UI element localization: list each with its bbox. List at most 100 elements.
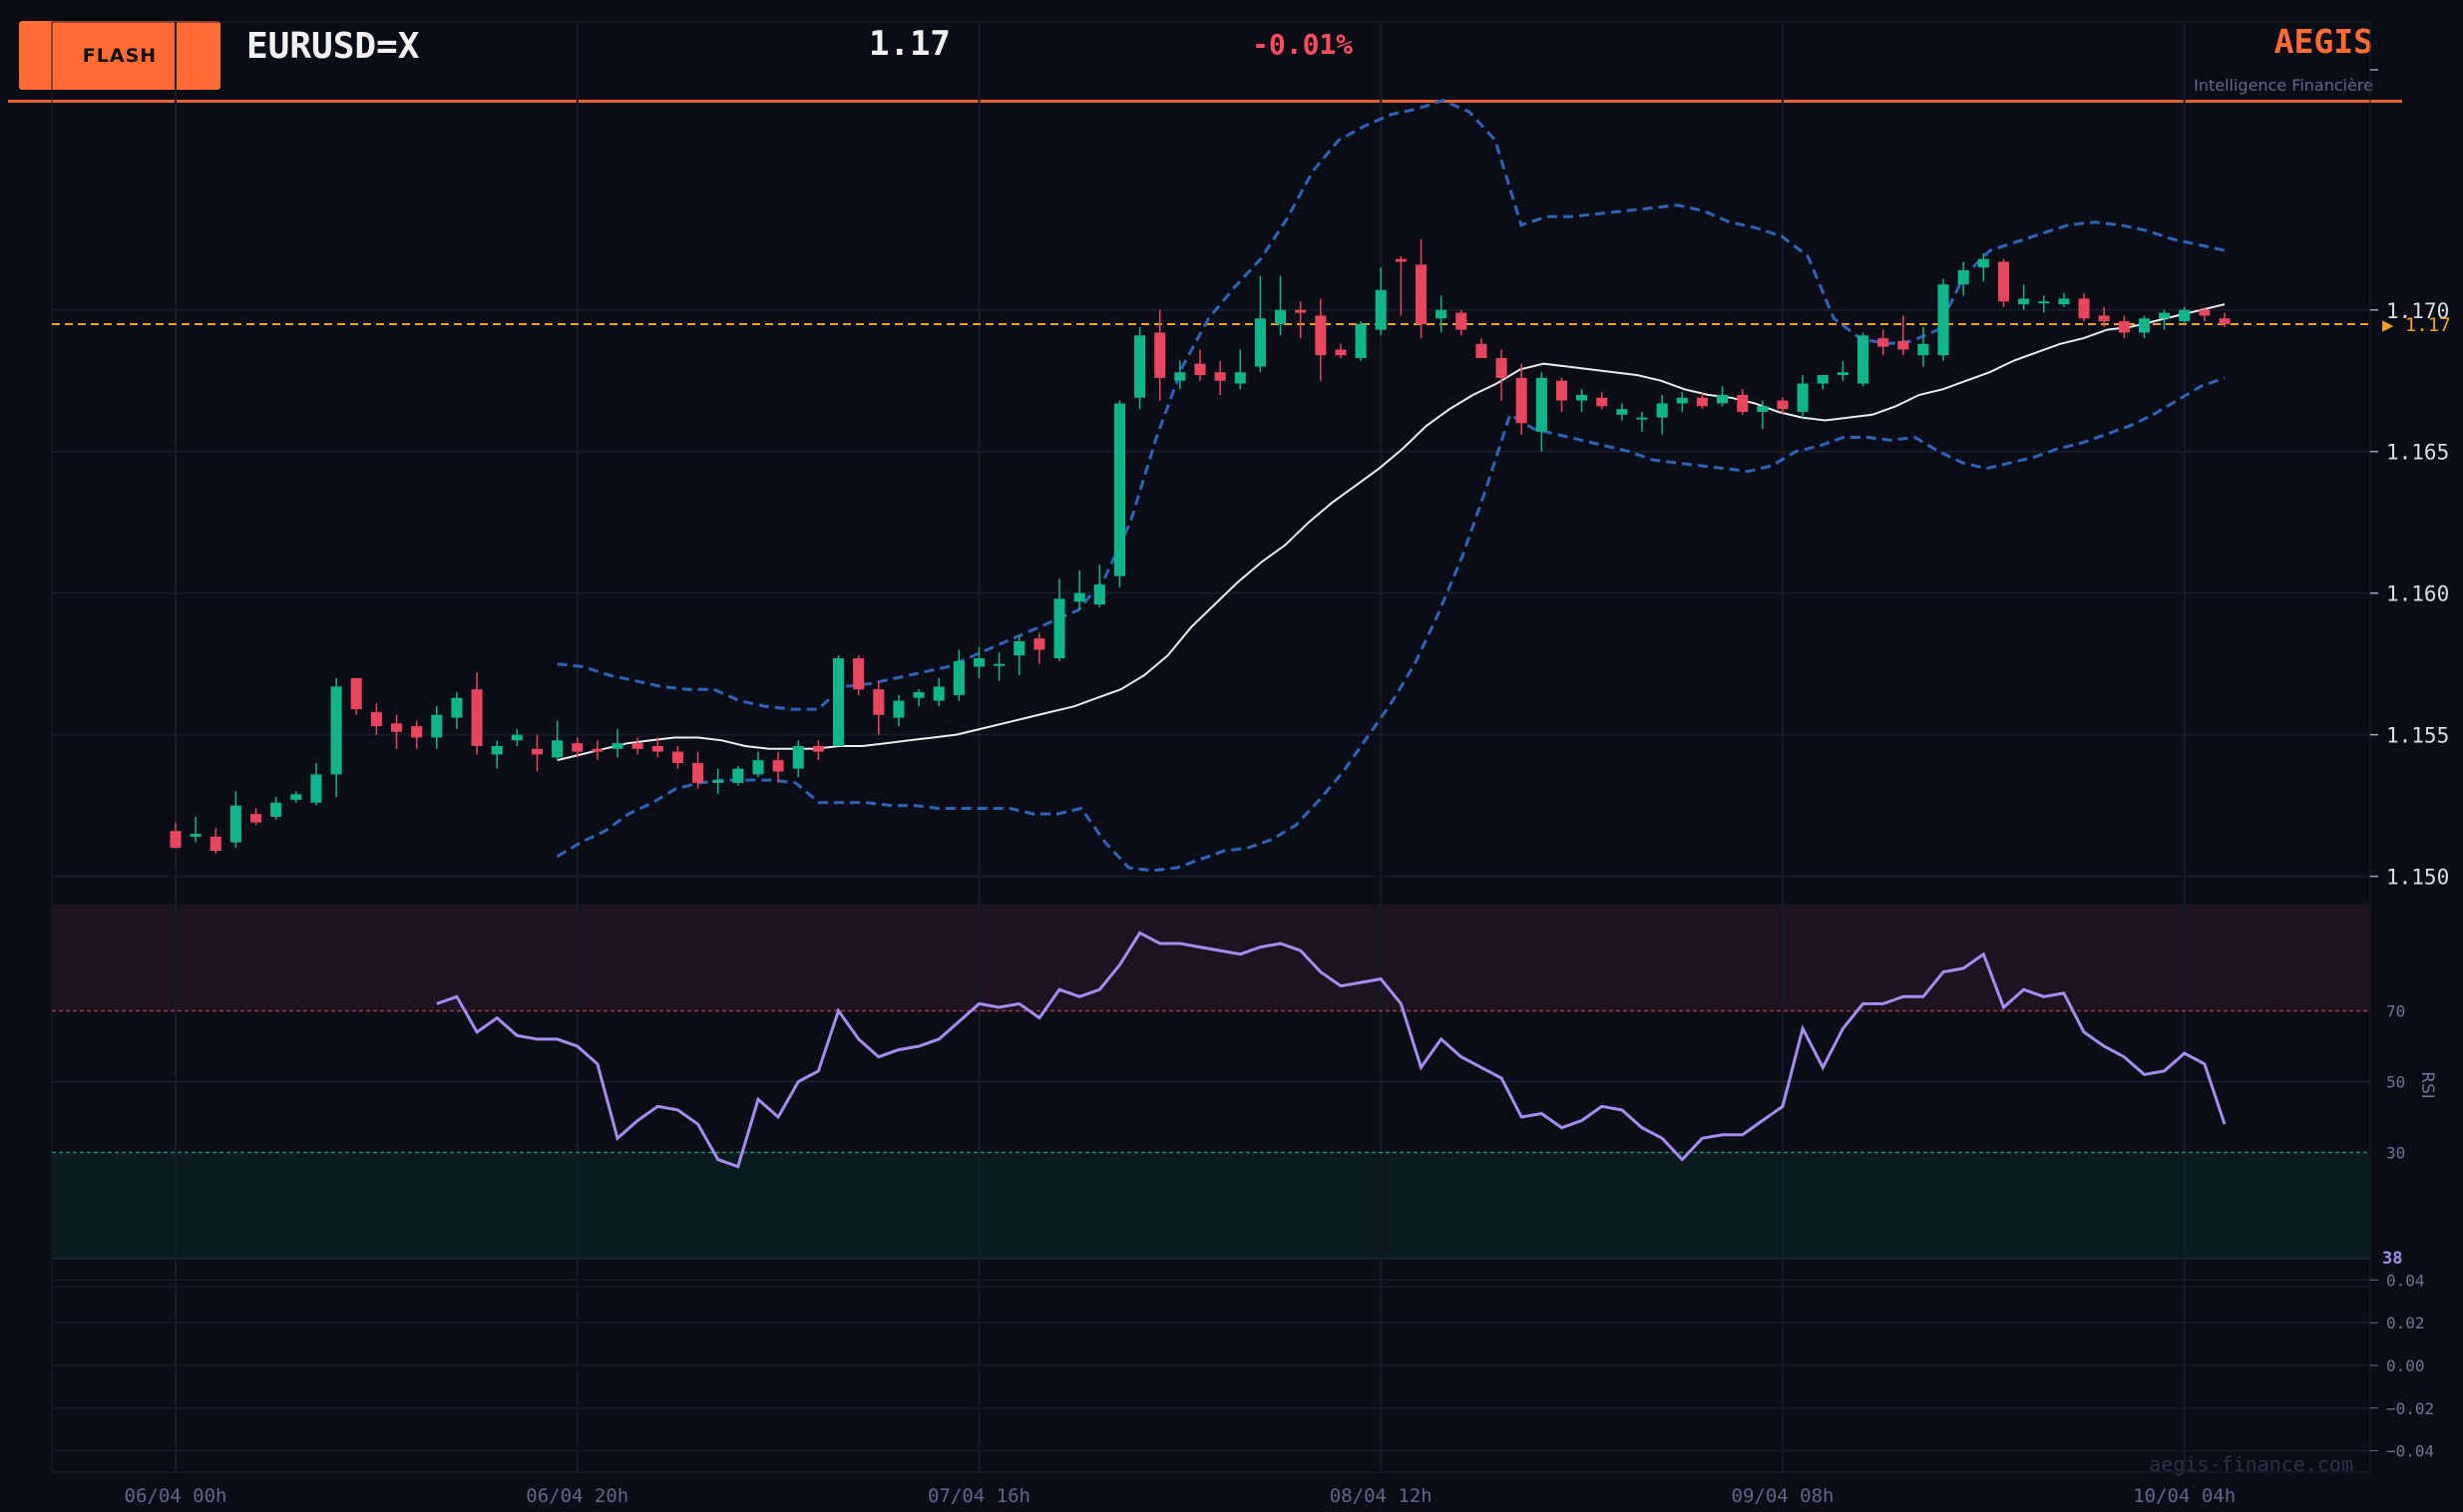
candle-body [1856,335,1869,384]
current-price: 1.17 [869,24,951,64]
candle-body [812,746,824,752]
candle-body [229,805,241,843]
brand-tagline: Intelligence Financière [2194,76,2373,95]
candle-body [1014,640,1026,656]
candle-body [2018,298,2030,305]
candle-body [893,700,905,718]
candle-body [612,743,623,749]
candle-body [370,711,382,727]
candle-body [310,774,322,803]
candle-body [1817,375,1829,384]
candle-body [1154,332,1166,378]
rsi-line [436,931,2227,1169]
candle-body [1957,270,1969,285]
rsi-tick-label: 70 [2386,1002,2405,1021]
candle-body [1676,397,1688,404]
candle-body [270,802,282,817]
y-tick-label: 1.160 [2386,582,2449,606]
candle-body [772,760,784,772]
header-divider [8,100,2402,103]
candle-body [411,726,423,738]
candle-body [1717,394,1729,404]
candle-body [973,657,986,667]
x-tick-label: 06/04 20h [526,1485,628,1507]
candle-body [1897,340,1909,350]
candle-body [1355,323,1367,359]
lower-tick-label: −0.04 [2386,1442,2434,1461]
candle-body [1877,338,1889,347]
candle-body [330,686,342,775]
candle-body [471,689,483,746]
candle-body [1576,394,1588,401]
candle-body [1837,372,1848,376]
candle-body [1194,363,1206,376]
candle-body [2159,312,2171,319]
candle-body [1777,400,1789,410]
candle-body [1636,417,1648,420]
candle-body [1335,349,1347,356]
candle-body [692,763,704,783]
candle-body [1656,403,1668,418]
candle-body [2118,321,2130,333]
candle-body [1093,584,1105,605]
candle-body [552,740,564,758]
candle-body [712,780,724,783]
lower-tick-label: −0.02 [2386,1399,2434,1418]
rsi-tick-label: 50 [2386,1073,2405,1092]
candle-body [651,746,663,752]
candle-body [350,677,362,710]
candle-body [1254,318,1266,367]
candle-body [732,768,744,783]
candle-body [1415,264,1428,324]
moving-average-line [557,303,2226,762]
candle-body [671,751,683,764]
rsi-axis-label: RSI [2417,1071,2437,1099]
candle-body [2038,301,2050,304]
y-tick-label: 1.150 [2386,866,2449,890]
candle-body [1977,258,1989,268]
candle-body [491,746,503,755]
lower-tick-label: 0.02 [2386,1314,2425,1332]
ticker-symbol: EURUSD=X [246,26,420,67]
flash-badge: FLASH [19,21,220,90]
candle-body [1797,383,1809,412]
candle-body [792,746,804,769]
candle-body [1234,372,1246,384]
candle-body [1134,335,1146,398]
candle-body [531,748,544,755]
x-tick-label: 06/04 00h [125,1485,227,1507]
candle-body [1917,343,1929,356]
candle-body [1073,592,1085,602]
candle-body [1275,309,1287,324]
x-tick-label: 09/04 08h [1732,1485,1835,1507]
candle-body [873,689,885,715]
candle-body [1555,380,1568,401]
candle-body [953,660,965,695]
candle-body [572,743,584,752]
candle-body [1757,406,1769,412]
candle-body [631,743,643,749]
candle-body [1696,397,1708,407]
candle-body [451,697,463,718]
candle-body [1455,312,1467,330]
candle-body [431,714,443,738]
candle-body [1616,409,1628,415]
candle-body [209,836,221,852]
candle-body [1515,377,1527,424]
candle-body [2179,309,2191,322]
y-tick-label: 1.170 [2386,299,2449,323]
candle-body [190,834,202,837]
y-tick-label: 1.165 [2386,441,2449,465]
candle-body [2078,298,2090,319]
flash-label: FLASH [82,44,158,67]
candle-body [250,814,262,823]
candle-body [511,734,523,741]
candle-body [390,723,403,732]
candle-body [1535,377,1547,432]
candle-body [1495,358,1507,378]
candle-body [2199,309,2211,316]
candle-body [592,748,604,752]
candle-body [1937,284,1949,356]
candle-body [1214,372,1226,381]
